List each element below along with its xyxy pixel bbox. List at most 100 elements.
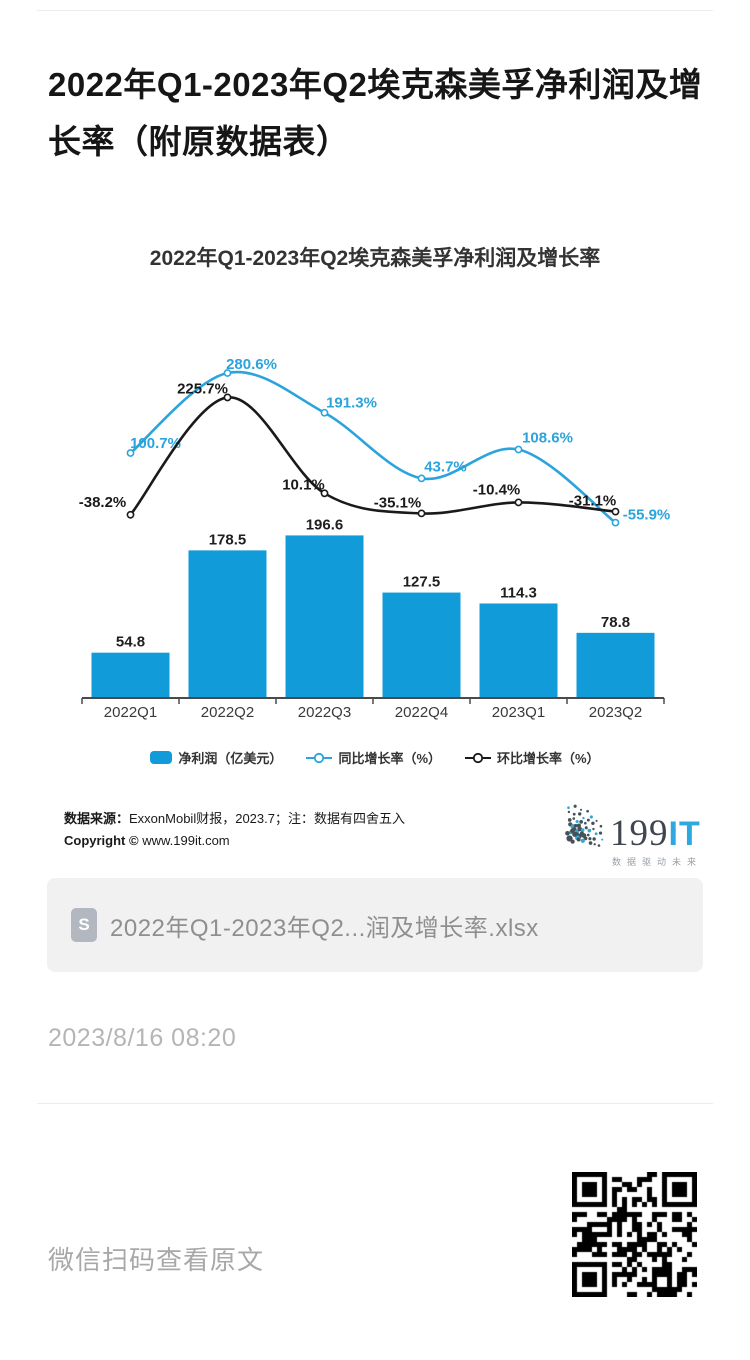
logo-dot [589, 815, 593, 819]
data-point-marker [126, 449, 135, 457]
logo-dot [595, 819, 598, 822]
logo-dot [579, 820, 583, 824]
logo-dot [567, 818, 572, 822]
logo-row: 199IT [558, 800, 708, 852]
source-note: 数据来源：ExxonMobil财报，2023.7；注：数据有四舍五入 Copyr… [64, 808, 405, 852]
chart-title: 2022年Q1-2023年Q2埃克森美孚净利润及增长率 [149, 247, 601, 270]
logo-dot [592, 827, 595, 831]
bar-value-label: 127.5 [403, 574, 441, 591]
logo-dot [586, 833, 590, 837]
data-point-marker [320, 489, 329, 498]
line-value-label: 43.7% [424, 458, 467, 475]
legend-item: 环比增长率（%） [465, 748, 600, 767]
source-text: ExxonMobil财报，2023.7；注：数据有四舍五入 [129, 811, 405, 826]
legend-label: 同比增长率（%） [338, 751, 441, 766]
logo-tagline: 数据驱动未来 [612, 857, 703, 867]
section-divider [37, 1103, 713, 1104]
logo-dot [580, 838, 585, 843]
legend-item: 同比增长率（%） [306, 748, 441, 767]
line-value-label: -10.4% [473, 481, 521, 498]
logo-core-dot [572, 831, 578, 837]
logo-dot [597, 844, 601, 847]
scan-hint-text: 微信扫码查看原文 [48, 1245, 265, 1275]
attachment-filename: 2022年Q1-2023年Q2...润及增长率.xlsx [110, 914, 539, 942]
data-point-marker [417, 509, 426, 518]
logo-dot [567, 806, 570, 810]
logo-dot [576, 823, 581, 828]
line-value-label: 225.7% [177, 380, 228, 397]
source-label: 数据来源： [64, 811, 130, 826]
199it-logo: 199IT 数据驱动未来 [558, 800, 708, 867]
legend-line-marker-icon [465, 752, 491, 763]
publish-timestamp: 2023/8/16 08:20 [48, 1024, 237, 1052]
line-series [129, 396, 616, 516]
bar-value-label: 114.3 [500, 584, 537, 601]
logo-text: 199IT [610, 815, 701, 852]
logo-it: IT [668, 815, 701, 853]
bar-value-label: 196.6 [306, 516, 344, 533]
copyright-line: Copyright © www.199it.com [64, 830, 405, 852]
logo-core-dot [565, 830, 570, 836]
logo-dot [575, 819, 579, 824]
copyright-label: Copyright © [64, 833, 139, 848]
data-point-marker [514, 498, 523, 507]
qr-code [572, 1172, 697, 1297]
logo-dot [588, 837, 592, 841]
bar-value-label: 54.8 [116, 634, 145, 651]
logo-dot [573, 804, 577, 808]
data-point-marker [223, 393, 232, 402]
data-point-marker [611, 518, 620, 527]
attachment-card[interactable]: S 2022年Q1-2023年Q2...润及增长率.xlsx [47, 878, 703, 972]
logo-dot [591, 821, 595, 826]
category-label: 2023Q2 [589, 704, 642, 721]
data-point-marker [320, 408, 329, 417]
legend-circle [472, 752, 484, 763]
legend-label: 环比增长率（%） [497, 751, 600, 766]
logo-dot [593, 843, 596, 846]
category-label: 2022Q3 [298, 704, 351, 721]
logo-dot [586, 818, 590, 822]
legend-line-marker-icon [306, 752, 333, 763]
data-point-marker [514, 445, 523, 454]
logo-dot [567, 810, 571, 814]
legend-label: 净利润（亿美元） [178, 751, 283, 766]
bar [479, 603, 558, 698]
logo-dot [588, 841, 593, 845]
line-value-label: -55.9% [623, 507, 671, 524]
logo-dot [583, 836, 588, 841]
logo-dot [592, 837, 596, 841]
data-point-marker [126, 510, 135, 519]
logo-dot [580, 808, 583, 811]
logo-199: 199 [610, 813, 669, 854]
line-value-label: -35.1% [374, 494, 422, 511]
data-point-marker [611, 507, 620, 516]
logo-dot [576, 837, 581, 842]
legend-bar-swatch [150, 751, 173, 764]
source-line: 数据来源：ExxonMobil财报，2023.7；注：数据有四舍五入 [64, 808, 405, 830]
copyright-url: www.199it.com [142, 833, 230, 848]
bar [285, 535, 364, 698]
bar [382, 592, 461, 698]
category-label: 2022Q4 [395, 704, 448, 721]
legend-circle [314, 752, 325, 763]
chart-legend: 净利润（亿美元） 同比增长率（%） 环比增长率（%） [0, 748, 750, 767]
logo-dot [584, 821, 587, 825]
logo-dot [598, 831, 603, 835]
dandelion-dots-icon [565, 804, 604, 847]
bar [188, 550, 267, 698]
line-value-label: 100.7% [130, 435, 181, 452]
legend-item: 净利润（亿美元） [150, 748, 282, 767]
logo-dot [582, 816, 585, 820]
bar-value-label: 178.5 [209, 531, 247, 548]
logo-dot [572, 812, 576, 816]
line-series [129, 370, 617, 524]
category-label: 2022Q1 [104, 704, 157, 721]
logo-dot [586, 809, 589, 813]
page-title: 2022年Q1-2023年Q2埃克森美孚净利润及增长率（附原数据表） [48, 66, 703, 160]
logo-dot [580, 828, 585, 833]
logo-dot [572, 817, 576, 820]
file-icon: S [71, 908, 97, 942]
logo-dot [584, 826, 588, 830]
line-value-label: -31.1% [569, 493, 617, 510]
